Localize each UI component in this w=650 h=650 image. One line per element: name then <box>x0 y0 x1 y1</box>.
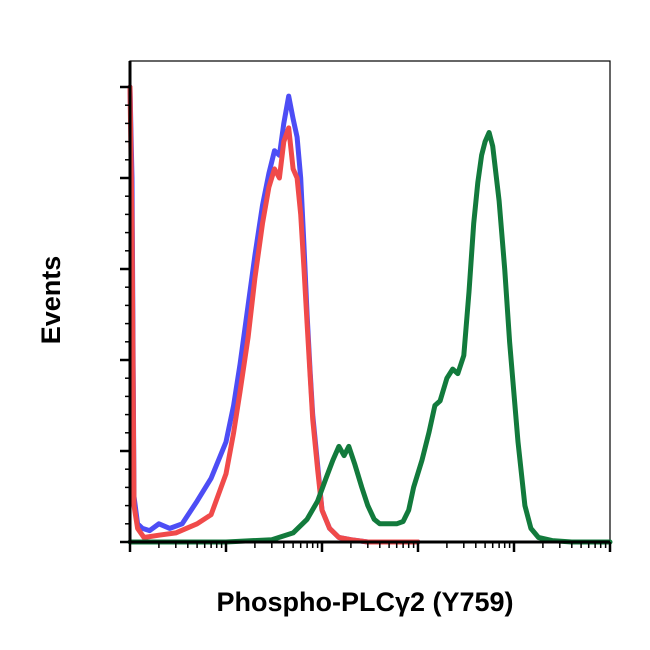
y-axis-title: Events <box>36 256 66 345</box>
series-line-1 <box>127 84 421 545</box>
series-layer <box>127 84 613 545</box>
axes-layer <box>120 61 612 552</box>
series-line-3 <box>127 130 613 545</box>
x-axis-title: Phospho-PLCγ2 (Y759) <box>216 587 513 617</box>
plot-frame <box>129 60 611 543</box>
